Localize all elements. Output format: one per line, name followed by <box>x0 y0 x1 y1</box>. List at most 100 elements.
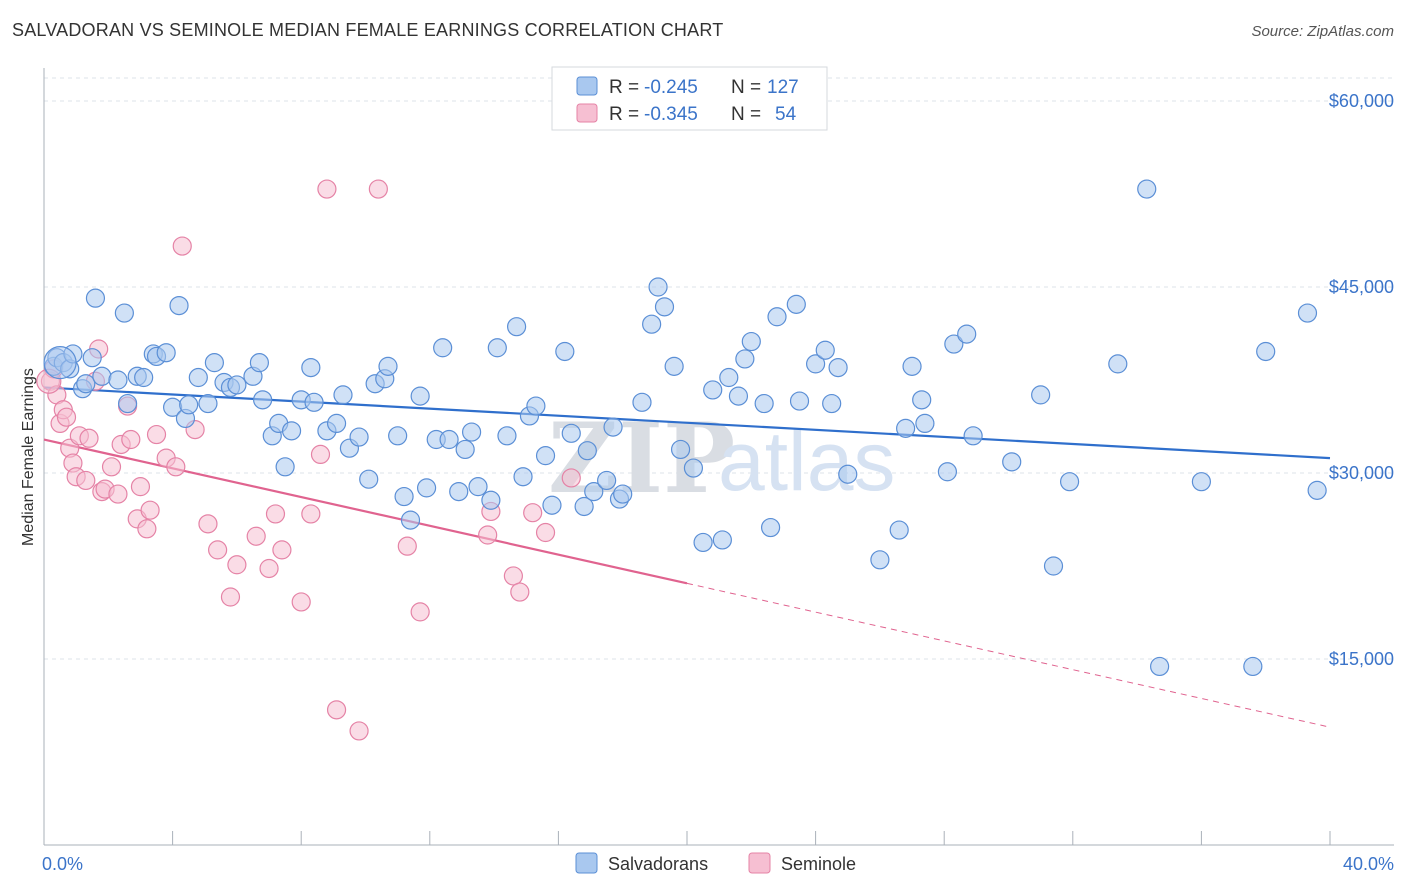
seminole-point-46 <box>410 602 430 622</box>
series-legend-swatch-seminole <box>748 852 771 874</box>
seminole-point-33 <box>227 555 247 575</box>
salvadoran-point-22 <box>188 367 208 388</box>
salvadoran-point-7 <box>82 348 102 368</box>
salvadoran-point-105 <box>912 390 932 410</box>
y-tick-label-1: $30,000 <box>1329 463 1394 483</box>
salvadoran-point-68 <box>555 341 575 362</box>
salvadoran-point-48 <box>394 486 414 507</box>
salvadoran-point-84 <box>693 532 713 553</box>
salvadoran-point-93 <box>767 307 787 327</box>
salvadoran-point-115 <box>1108 354 1128 374</box>
salvadoran-point-39 <box>326 413 347 433</box>
salvadoran-point-71 <box>577 441 597 461</box>
salvadoran-point-8 <box>85 288 106 308</box>
legend-r-label-2: R = <box>609 104 639 125</box>
salvadoran-point-73 <box>597 470 617 491</box>
salvadoran-point-51 <box>416 478 437 498</box>
seminole-point-45 <box>397 536 417 556</box>
watermark-zip: ZIP <box>548 402 735 515</box>
legend-r-label-1: R = <box>609 77 639 98</box>
salvadoran-point-21 <box>179 395 199 415</box>
salvadoran-point-17 <box>156 343 176 363</box>
legend-r-value-2: -0.345 <box>644 104 698 125</box>
salvadoran-point-42 <box>349 427 369 447</box>
salvadoran-point-95 <box>789 391 810 411</box>
salvadoran-point-88 <box>728 386 749 406</box>
salvadoran-point-14 <box>134 367 154 388</box>
salvadoran-point-92 <box>760 517 781 538</box>
salvadoran-point-104 <box>902 356 922 376</box>
salvadoran-point-77 <box>632 392 652 412</box>
salvadoran-point-61 <box>497 426 517 446</box>
legend-n-label-1: N = <box>731 77 761 98</box>
correlation-legend: R = -0.245 N = 127 R = -0.345 N = 54 <box>551 66 828 131</box>
seminole-point-40 <box>310 444 331 464</box>
seminole-point-43 <box>349 721 369 741</box>
seminole-point-31 <box>208 540 228 560</box>
salvadoran-point-24 <box>204 353 224 373</box>
legend-swatch-seminole <box>576 103 598 123</box>
seminole-point-44 <box>368 179 388 199</box>
salvadoran-point-11 <box>114 303 134 323</box>
axes <box>43 68 1394 846</box>
seminole-point-11 <box>79 428 99 448</box>
salvadoran-point-27 <box>227 375 247 395</box>
salvadoran-point-47 <box>388 426 408 446</box>
salvadoran-point-9 <box>92 366 112 386</box>
salvadoran-point-81 <box>664 356 684 376</box>
salvadoran-point-91 <box>754 393 774 414</box>
seminole-point-16 <box>101 457 122 477</box>
salvadoran-point-69 <box>561 423 581 443</box>
salvadoran-point-80 <box>654 297 675 317</box>
watermark-atlas: atlas <box>718 414 895 508</box>
salvadoran-point-99 <box>828 358 848 378</box>
seminole-point-47 <box>478 525 498 545</box>
salvadoran-point-66 <box>535 446 556 466</box>
salvadoran-point-113 <box>1043 556 1064 576</box>
salvadoran-point-49 <box>400 510 421 530</box>
salvadoran-point-116 <box>1137 179 1157 199</box>
salvadoran-point-110 <box>963 426 983 446</box>
legend-n-value-2: 54 <box>775 104 797 125</box>
salvadoran-point-103 <box>896 418 916 438</box>
x-tick-label-1: 40.0% <box>1343 854 1394 874</box>
seminole-point-24 <box>140 500 160 520</box>
seminole-trend-line <box>43 438 688 585</box>
salvadoran-point-40 <box>333 385 353 405</box>
legend-r-value-1: -0.245 <box>644 77 698 98</box>
salvadoran-point-87 <box>719 367 739 388</box>
salvadoran-point-72 <box>584 482 604 502</box>
salvadoran-point-29 <box>249 353 270 373</box>
seminole-points <box>36 179 581 741</box>
salvadoran-point-79 <box>648 277 668 297</box>
salvadoran-point-62 <box>507 317 527 337</box>
series-legend-swatch-salvadorans <box>575 852 598 874</box>
legend-n-value-1: 127 <box>767 77 799 98</box>
series-legend-label-salvadorans: Salvadorans <box>608 854 708 874</box>
salvadoran-point-67 <box>542 495 562 515</box>
y-tick-label-2: $45,000 <box>1329 277 1394 297</box>
watermark: ZIP atlas <box>548 402 895 515</box>
salvadoran-point-102 <box>889 520 909 540</box>
salvadoran-point-63 <box>513 467 533 487</box>
seminole-point-32 <box>220 587 241 607</box>
x-tick-label-0: 0.0% <box>42 854 83 874</box>
chart-title: SALVADORAN VS SEMINOLE MEDIAN FEMALE EAR… <box>12 20 724 40</box>
salvadoran-point-6 <box>76 374 96 394</box>
seminole-point-42 <box>326 700 347 720</box>
x-tick-labels: 0.0% 40.0% <box>42 854 1394 874</box>
salvadoran-point-60 <box>487 338 507 358</box>
salvadoran-point-50 <box>410 386 430 406</box>
salvadoran-point-19 <box>169 296 189 316</box>
salvadoran-point-43 <box>359 469 379 489</box>
salvadoran-point-30 <box>253 390 273 410</box>
y-axis-title: Median Female Earnings <box>20 368 37 546</box>
seminole-point-20 <box>121 429 141 450</box>
salvadoran-point-55 <box>449 482 469 502</box>
salvadoran-point-122 <box>1307 480 1327 500</box>
seminole-point-28 <box>172 236 192 256</box>
seminole-point-27 <box>166 457 186 477</box>
seminole-point-25 <box>146 424 167 445</box>
salvadoran-point-117 <box>1150 656 1170 677</box>
